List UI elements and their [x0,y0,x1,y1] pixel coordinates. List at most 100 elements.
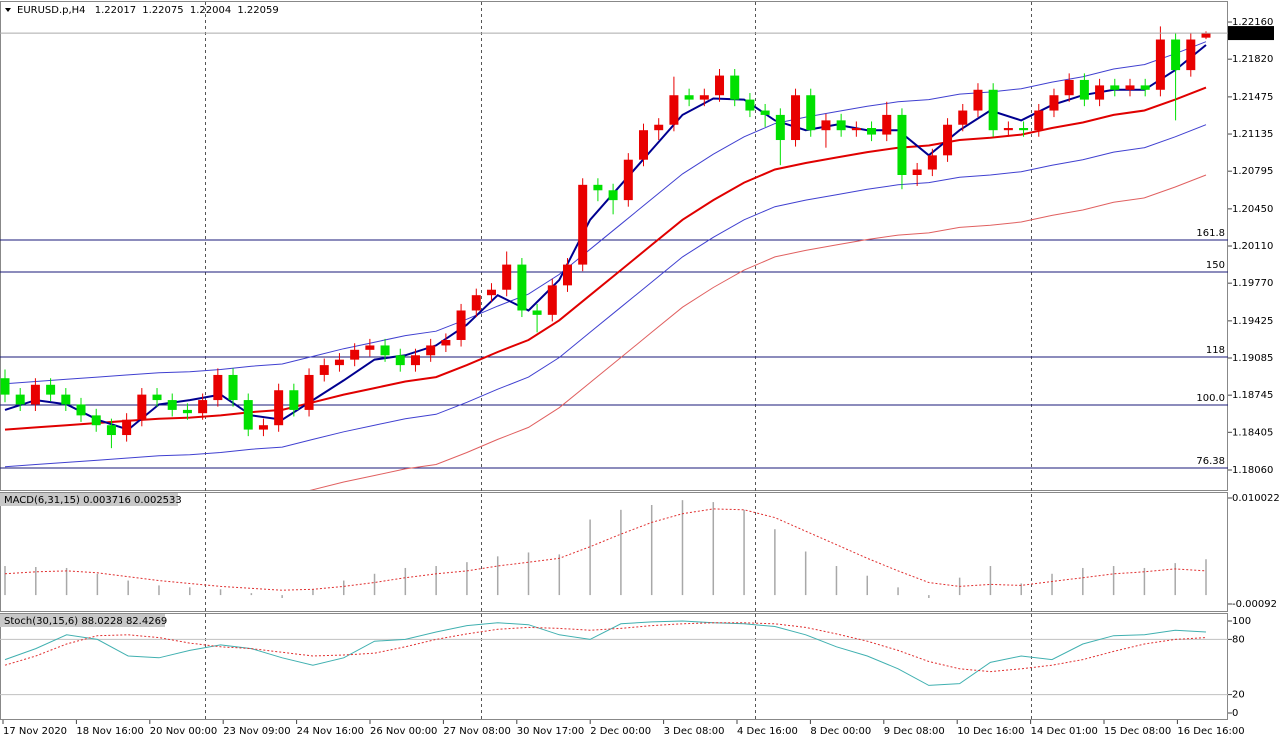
candle-body [684,95,694,100]
candle-body [912,169,922,175]
macd-label-box [0,493,178,506]
candle-body [639,130,649,160]
candle-body [228,374,238,401]
indicator-line [4,124,1207,468]
candle-body [562,264,572,286]
x-tick-label: 4 Dec 16:00 [737,726,798,737]
candle-body [1201,33,1211,38]
candle-body [30,384,40,405]
candle-body [213,374,223,401]
macd-signal [4,508,1207,591]
candle-body [0,378,10,395]
candle-body [410,355,420,366]
candle-body [122,419,132,436]
candle-body [167,400,177,410]
candle-body [182,409,192,414]
macd-panel [0,492,1228,612]
x-tick-label: 15 Dec 08:00 [1104,726,1171,737]
candle-body [502,264,512,290]
candle-body [760,110,770,115]
y-tick-label: 1.21135 [1232,129,1273,140]
fibo-label: 161.8 [1196,228,1225,239]
candle-body [623,159,633,201]
candle-body [1110,85,1120,90]
candle-body [532,310,542,315]
candle-body [958,110,968,125]
y-tick-label: 1.22160 [1232,17,1273,28]
y-tick-label: 1.20450 [1232,204,1273,215]
candle-body [578,184,588,265]
candle-body [867,128,877,135]
price-label: 1.22059 [1231,28,1272,39]
x-tick-label: 9 Dec 08:00 [884,726,945,737]
candle-body [988,89,998,131]
fibo-label: 100.0 [1196,393,1225,404]
candle-body [319,365,329,375]
stoch-label-box [0,614,165,627]
candle-body [365,345,375,350]
high: 1.22075 [142,5,183,16]
candle-body [456,310,466,340]
fibo-label: 76.38 [1196,456,1225,467]
candle-body [274,390,284,426]
candle-body [243,400,253,430]
candle-body [836,120,846,131]
candle-body [517,264,527,311]
candle-body [699,95,709,100]
candle-body [1034,110,1044,131]
candle-body [486,289,496,296]
y-tick-label: 1.18405 [1232,427,1273,438]
close: 1.22059 [237,5,278,16]
candle-body [91,415,101,426]
candle-body [1140,85,1150,90]
price-label-box [1228,26,1274,41]
stoch-readout: Stoch(30,15,6) 88.0228 82.4269 [4,616,167,627]
candle-body [471,295,481,311]
indicator-line [4,41,1207,385]
candle-body [882,114,892,135]
candle-body [106,425,116,436]
open: 1.22017 [95,5,136,16]
x-tick-label: 30 Nov 17:00 [517,726,584,737]
plot-layer: 161.8 150 118 100.0 76.38 1.22160 1.21820 1.214… [0,17,1280,737]
signal-value: 0.002533 [134,495,182,506]
candle-body [806,95,816,131]
stoch-title: Stoch(30,15,6) [4,616,78,627]
candle-body [593,184,603,191]
candle-body [1049,95,1059,111]
candle-body [395,355,405,366]
candle-body [745,99,755,111]
candle-body [350,349,360,360]
y-tick-label: 1.20795 [1232,166,1273,177]
y-tick-label: 0.010022 [1232,493,1280,504]
candle-body [15,394,25,405]
macd-value: 0.003716 [83,495,131,506]
candle-body [426,345,436,356]
y-tick-label: 80 [1232,634,1245,645]
candle-body [152,394,162,401]
x-tick-label: 16 Dec 16:00 [1177,726,1244,737]
candle-body [669,95,679,125]
x-tick-label: 23 Nov 09:00 [223,726,290,737]
candle-body [289,390,299,410]
candle-body [1171,39,1181,71]
macd-readout: MACD(6,31,15) 0.003716 0.002533 [4,495,182,506]
candle-body [76,404,86,416]
y-tick-label: 1.19085 [1232,353,1273,364]
y-tick-label: -0.00092 [1232,599,1277,610]
candle-body [46,384,56,395]
indicator-line [309,174,1207,490]
candle-body [851,128,861,131]
stoch-panel [0,613,1228,720]
stoch-line [4,620,1207,686]
candle-body [441,339,451,346]
candle-body [973,89,983,111]
candle-body [943,124,953,156]
candle-body [715,75,725,96]
y-tick-label: 100 [1232,616,1251,627]
candle-body [1125,85,1135,90]
candle-body [1064,79,1074,96]
candle-body [547,285,557,315]
